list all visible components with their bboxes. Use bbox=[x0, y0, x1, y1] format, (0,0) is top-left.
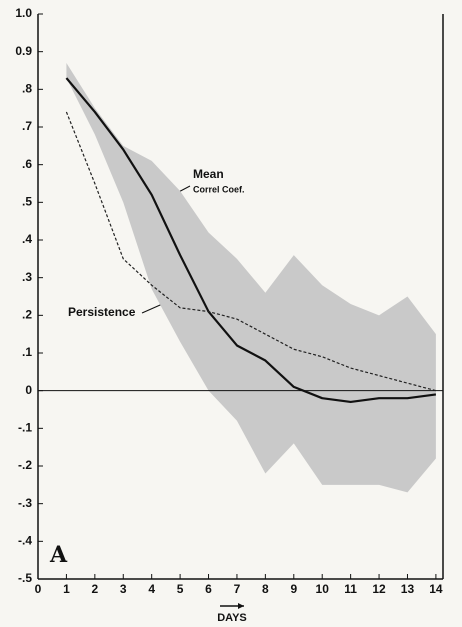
x-tick-label: 6 bbox=[205, 582, 212, 596]
x-tick-label: 12 bbox=[372, 582, 386, 596]
y-tick-label: -.3 bbox=[18, 496, 32, 510]
x-tick-label: 1 bbox=[63, 582, 70, 596]
x-tick-label: 10 bbox=[316, 582, 330, 596]
x-tick-label: 3 bbox=[120, 582, 127, 596]
x-tick-label: 7 bbox=[234, 582, 241, 596]
x-tick-label: 9 bbox=[290, 582, 297, 596]
series-label: Persistence bbox=[68, 305, 136, 319]
y-tick-label: .6 bbox=[22, 157, 32, 171]
arrow-head bbox=[238, 603, 244, 609]
y-tick-label: -.5 bbox=[18, 571, 32, 585]
x-tick-label: 4 bbox=[148, 582, 155, 596]
line-series bbox=[65, 111, 437, 392]
series-label: Mean bbox=[193, 167, 224, 181]
y-tick-label: 1.0 bbox=[15, 6, 32, 20]
x-tick-label: 13 bbox=[401, 582, 415, 596]
y-tick-label: .3 bbox=[22, 270, 32, 284]
x-tick-label: 11 bbox=[344, 582, 357, 596]
x-tick-label: 2 bbox=[91, 582, 98, 596]
y-tick-label: -.2 bbox=[18, 458, 32, 472]
x-axis-label: DAYS bbox=[217, 612, 247, 624]
y-tick-label: .1 bbox=[22, 345, 32, 359]
y-tick-label: 0 bbox=[25, 383, 32, 397]
y-tick-label: .5 bbox=[22, 195, 32, 209]
y-tick-label: .4 bbox=[22, 232, 32, 246]
x-tick-label: 0 bbox=[35, 582, 42, 596]
y-tick-label: .2 bbox=[22, 308, 32, 322]
y-tick-label: -.4 bbox=[18, 534, 32, 548]
y-tick-label: .7 bbox=[22, 119, 32, 133]
x-tick-label: 8 bbox=[262, 582, 269, 596]
panel-label: A bbox=[49, 542, 68, 568]
y-tick-label: .8 bbox=[22, 82, 32, 96]
y-tick-label: 0.9 bbox=[15, 44, 32, 58]
range-band bbox=[66, 62, 436, 493]
x-tick-label: 14 bbox=[429, 582, 443, 596]
y-tick-label: -.1 bbox=[18, 421, 32, 435]
annotation: Correl Coef. bbox=[193, 184, 245, 194]
line-series bbox=[65, 77, 437, 404]
x-tick-label: 5 bbox=[177, 582, 184, 596]
